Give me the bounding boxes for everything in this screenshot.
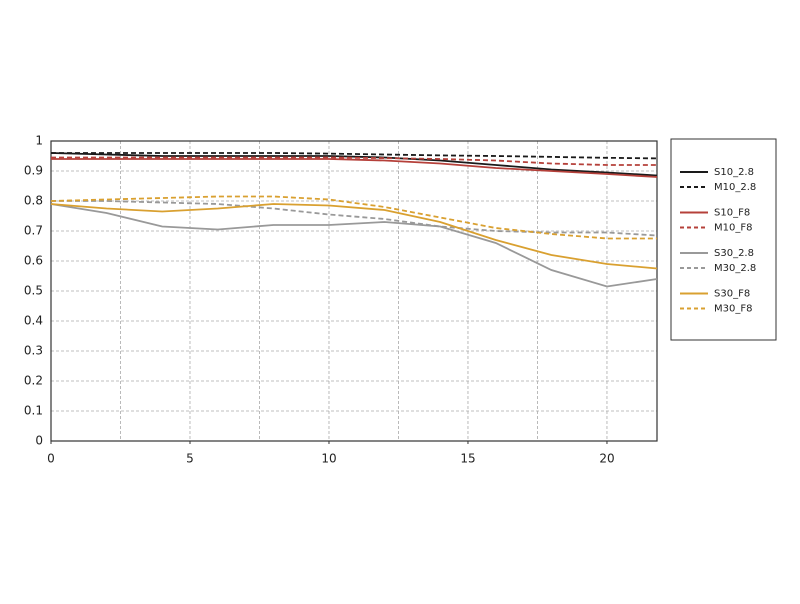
- y-tick-label: 1: [35, 134, 43, 148]
- line-series: [51, 200, 658, 237]
- line-series: [50, 203, 658, 270]
- line-series: [50, 152, 658, 177]
- y-tick-label: 0.5: [24, 284, 43, 298]
- y-tick-label: 0.1: [24, 404, 43, 418]
- y-tick-label: 0.6: [24, 254, 43, 268]
- legend-label: M30_2.8: [714, 263, 756, 274]
- legend-label: S30_F8: [714, 289, 750, 300]
- line-series: [51, 156, 657, 166]
- legend: S10_2.8 M10_2.8 S10_F8 M10_F8 S30_2.8 M30_2.8…: [680, 167, 756, 315]
- line-series: [50, 203, 658, 288]
- y-tick-label: 0.4: [24, 314, 43, 328]
- x-tick-label: 20: [599, 452, 614, 466]
- y-tick-label: 0.3: [24, 344, 43, 358]
- line-series: [51, 152, 658, 160]
- plot-frame: [50, 140, 658, 442]
- line-series: [51, 158, 658, 178]
- x-tick-label: 0: [47, 452, 55, 466]
- y-tick-label: 0.7: [24, 224, 43, 238]
- legend-label: M10_F8: [714, 223, 752, 234]
- y-tick-label: 0.9: [24, 164, 43, 178]
- legend-label: S30_2.8: [714, 248, 754, 259]
- y-tick-label: 0.8: [24, 194, 43, 208]
- legend-label: S10_F8: [714, 208, 750, 219]
- x-tick-label: 5: [186, 452, 194, 466]
- x-tick-label: 10: [321, 452, 336, 466]
- x-tick-label: 15: [460, 452, 475, 466]
- legend-label: S10_2.8: [714, 167, 754, 178]
- line-series: [50, 195, 657, 240]
- y-tick-label: 0: [35, 434, 43, 448]
- y-tick-label: 0.2: [24, 374, 43, 388]
- legend-label: M10_2.8: [714, 182, 756, 193]
- legend-label: M30_F8: [714, 304, 752, 315]
